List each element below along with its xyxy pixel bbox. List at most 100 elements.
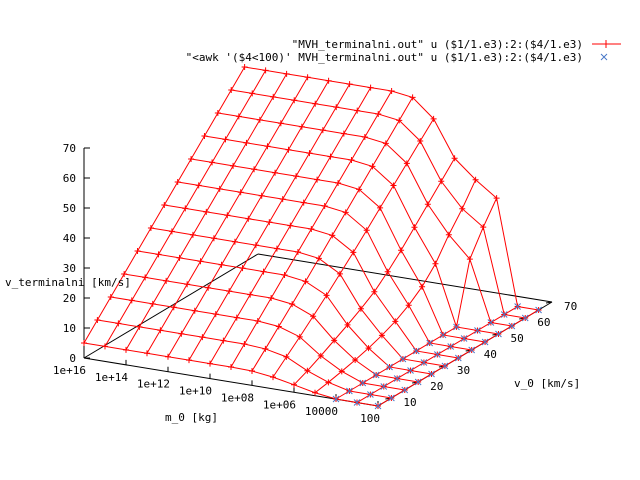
surface-point [289,301,296,308]
surface-point [352,357,359,364]
surface-point [115,320,122,327]
surface-point [203,208,210,215]
surface-point [188,156,195,162]
y-tick-label: 60 [537,316,550,329]
surface-point [275,323,282,330]
surface-point [451,155,458,162]
surface-line-velocity [231,89,526,319]
y-tick-label: 10 [403,396,416,409]
surface-point [403,160,410,167]
z-tick-label: 20 [63,292,76,305]
surface-point [121,271,128,277]
low-velocity-point [433,351,441,358]
surface-point [277,120,284,127]
surface-point [306,150,313,157]
low-velocity-point [447,343,455,350]
low-velocity-points [332,303,542,410]
low-velocity-point [500,311,508,318]
z-tick-label: 60 [63,172,76,185]
surface-point [209,159,216,166]
surface-point [207,360,213,367]
surface-point [298,123,305,130]
surface-point [302,278,309,285]
surface-point [314,176,321,183]
x-tick-label: 1e+12 [137,378,170,391]
y-tick-label: 40 [484,348,497,361]
low-velocity-point [414,378,422,386]
axes-group [83,147,553,407]
low-velocity-point [401,386,409,394]
surface-point [189,231,196,238]
z-tick-label: 40 [63,232,76,245]
legend-label-surface: "MVH_terminalni.out" u ($1/1.e3):2:($4/1… [292,38,583,51]
surface-point [304,367,311,374]
low-velocity-point [420,359,428,366]
surface-point [201,133,208,139]
surface-point [409,94,416,101]
surface-point [147,225,154,231]
back-right-edge [257,253,553,303]
surface-point [197,258,204,265]
surface-point [216,185,223,192]
low-velocity-point [508,322,516,330]
surface-point [266,219,273,226]
x-axis-line [83,357,379,407]
low-velocity-point [332,395,340,403]
surface-point [472,176,479,183]
surface-point [357,305,364,312]
surface-point [432,260,439,267]
low-velocity-point [535,306,542,314]
surface-point [333,104,340,111]
low-velocity-point [468,346,476,354]
y-tick-mark [545,301,553,304]
low-velocity-point [441,362,449,370]
surface-point [365,345,372,352]
surface-point [293,173,300,180]
surface-point [377,204,384,211]
surface-point [294,249,301,255]
surface-point [228,87,235,93]
surface-point [182,205,189,212]
surface-point [367,84,374,91]
surface-point [273,245,280,252]
tick-labels: 0 10 20 30 40 50 60 70 1e+16 1e+14 1e+12 1e+10 1e+08… [53,142,577,425]
surface-point [224,212,231,219]
surface-point [466,256,473,263]
surface-point [279,196,286,203]
surface-point [493,195,500,202]
surface-point [268,295,275,301]
surface-point [312,389,318,396]
low-velocity-point [380,383,388,390]
surface-point [231,238,238,245]
surface-point [237,189,244,196]
low-velocity-point [460,335,468,342]
surface-point [344,321,351,328]
surface-line-mass [314,179,477,394]
x-tick-label: 100 [360,412,380,425]
surface-point [384,268,391,275]
surface-point [165,353,171,360]
surface-point [285,146,292,153]
surface-point [329,232,336,239]
surface-point [480,224,487,231]
surface-point [375,111,382,117]
surface-point [371,288,378,295]
surface-point [245,215,252,222]
surface-point [323,292,330,299]
x-tick-label: 1e+06 [263,398,296,411]
surface-point [161,202,168,208]
surface-point [283,70,290,77]
surface-point [356,186,363,193]
surface-point [325,379,332,386]
surface-line-velocity [204,135,499,335]
low-velocity-point [359,379,367,387]
surface-point [270,374,276,381]
surface-point [123,346,129,353]
z-tick-label: 50 [63,202,76,215]
surface-point [214,110,221,116]
surface-point [348,157,355,163]
low-velocity-point [454,354,462,362]
x-tick-label: 1e+14 [95,371,128,384]
low-velocity-point [487,319,495,326]
